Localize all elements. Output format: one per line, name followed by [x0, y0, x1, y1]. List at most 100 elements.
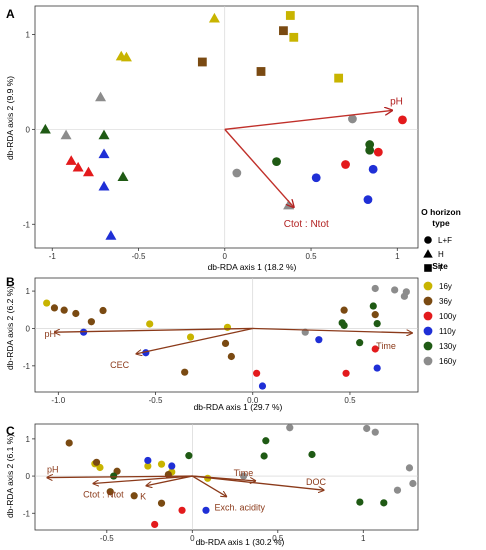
panel-c-point-16y	[157, 460, 166, 468]
panel-c-point-130y	[185, 452, 193, 460]
panel-b-point-16y	[186, 333, 195, 341]
panel-a-point-100y	[373, 147, 383, 157]
panel-c-point-110y	[144, 456, 152, 465]
panel-a-point-36y	[197, 57, 207, 67]
panel-c-point-160y	[393, 486, 402, 494]
panel-a-point-100y	[72, 161, 84, 172]
panel-a-point-130y	[117, 171, 129, 181]
panel-c-point-36y	[106, 488, 114, 496]
panel-c-point-36y	[157, 499, 166, 507]
panel-a-letter: A	[6, 7, 15, 21]
panel-b-point-36y	[60, 306, 68, 314]
legend-horizon-label: H	[438, 250, 444, 259]
panel-c-point-110y	[202, 506, 210, 514]
panel-a-arrow-1	[224, 128, 294, 207]
panel-b-ytick-label: 0	[26, 324, 31, 333]
panel-b-arrow-label: CEC	[110, 360, 130, 370]
panel-c-plot: -0.5 0 0.5 1 -1 0 1 pH Ctot : Ntot K Exch. acidity…	[23, 423, 419, 543]
legend-horizon: O horizon type L+F HT	[421, 207, 461, 273]
panel-a-point-130y	[365, 145, 375, 155]
panel-c-arrow-label: Exch. acidity	[215, 503, 266, 513]
legend-site-swatch-36y	[423, 296, 433, 306]
panel-b-frame	[34, 277, 419, 393]
panel-c-point-160y	[409, 479, 417, 488]
panel-c-point-130y	[380, 499, 388, 507]
panel-a-point-130y	[272, 157, 281, 167]
legend-site-label: 110y	[439, 327, 456, 336]
panel-c-point-36y	[92, 458, 101, 466]
panel-c-arrow-label: DOC	[306, 477, 327, 487]
panel-c-point-36y	[130, 492, 138, 500]
panel-c-point-160y	[286, 424, 294, 432]
panel-c-point-100y	[178, 506, 186, 514]
panel-c-xtick-label: 1	[361, 534, 366, 543]
panel-b-point-160y	[391, 286, 399, 294]
panel-c-letter: C	[6, 424, 15, 438]
panel-b-arrow-label: Time	[376, 341, 396, 351]
panel-a-point-16y	[289, 32, 299, 42]
panel-a-point-16y	[285, 11, 295, 20]
legend-site-label: 16y	[439, 282, 452, 291]
panel-c-ytick-label: 0	[26, 472, 31, 481]
legend-site-label: 100y	[439, 312, 456, 321]
legend-horizon-title-line2: type	[432, 218, 450, 228]
panel-a-xtick-label: -0.5	[132, 252, 146, 261]
panel-c-arrow-label: K	[140, 492, 146, 502]
panel-c-xtick-label: -0.5	[100, 534, 114, 543]
panel-a-xtick-label: 1	[395, 252, 400, 261]
legend-site-label: 130y	[439, 342, 456, 351]
panel-a-point-36y	[279, 26, 288, 36]
panel-a-frame	[34, 5, 419, 249]
panel-a-point-110y	[105, 230, 117, 240]
panel-a-point-130y	[39, 123, 51, 134]
panel-c-point-16y	[96, 463, 104, 472]
panel-c-arrow-label: Time	[234, 468, 254, 478]
legend-horizon-label: L+F	[438, 236, 452, 245]
panel-a-ytick-label: 0	[26, 125, 31, 134]
panel-b-xtick-label: -0.5	[149, 396, 163, 405]
legend-horizon-title-line1: O horizon	[421, 207, 461, 217]
panel-a-point-100y	[82, 166, 94, 177]
legend-site-swatch-160y	[423, 356, 433, 366]
panel-b-xlabel: db-RDA axis 1 (29.7 %)	[194, 402, 283, 412]
panel-b-point-110y	[373, 364, 381, 372]
panel-b-point-36y	[221, 339, 230, 348]
panel-a-ylabel: db-RDA axis 2 (9.9 %)	[5, 76, 15, 160]
legend-site-label: 36y	[439, 297, 452, 306]
panel-b-letter: B	[6, 275, 15, 289]
panel-c-xtick-label: 0.5	[272, 534, 284, 543]
panel-b-point-130y	[369, 302, 377, 310]
legend-horizon-label: T	[438, 264, 443, 273]
panel-b-point-130y	[373, 320, 381, 328]
panel-b-arrow-2	[252, 327, 412, 332]
panel-b-xtick-label: -1.0	[51, 396, 65, 405]
panel-c-point-130y	[110, 472, 118, 480]
panel-a-ytick-label: 1	[26, 30, 31, 39]
panel-a-xtick-label: 0	[223, 252, 228, 261]
panel-c-point-100y	[151, 520, 159, 529]
legend-site-swatch-130y	[423, 341, 433, 351]
panel-a-point-130y	[98, 129, 110, 140]
panel-c-arrow-2	[146, 475, 193, 486]
panel-a-point-110y	[311, 173, 321, 183]
panel-a-point-100y	[341, 160, 350, 169]
panel-b-point-16y	[223, 323, 232, 331]
panel-b-point-100y	[371, 345, 379, 353]
panel-a-point-160y	[60, 129, 72, 140]
panel-c-ylabel: db-RDA axis 2 (6.1 %)	[5, 434, 15, 518]
panel-b-point-36y	[99, 306, 107, 315]
panel-a-point-160y	[95, 91, 107, 102]
panel-b-arrow-0	[54, 327, 253, 332]
panel-a-xtick-label: -1	[49, 252, 57, 261]
panel-b-point-110y	[315, 336, 323, 344]
panel-c-point-160y	[371, 428, 379, 436]
panel-c-arrow-label: pH	[47, 465, 59, 475]
legend-site-swatch-16y	[423, 281, 433, 291]
panel-c-arrow-0	[47, 476, 193, 477]
panel-a-point-36y	[256, 67, 266, 76]
panel-b-point-16y	[146, 320, 154, 328]
panel-a-xlabel: db-RDA axis 1 (18.2 %)	[208, 262, 297, 272]
panel-a-point-110y	[98, 180, 110, 191]
panel-a-point-160y	[348, 114, 357, 124]
